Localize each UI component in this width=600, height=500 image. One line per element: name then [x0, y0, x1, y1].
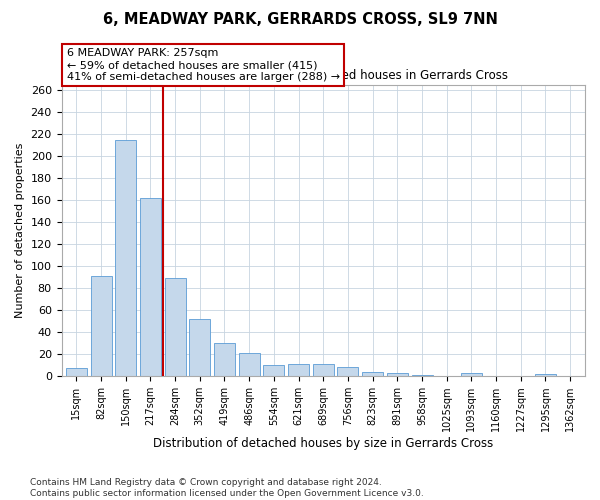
Bar [91, 276, 112, 376]
Y-axis label: Number of detached properties: Number of detached properties [15, 142, 25, 318]
Title: Size of property relative to detached houses in Gerrards Cross: Size of property relative to detached ho… [139, 69, 508, 82]
Bar [66, 368, 87, 376]
Bar [337, 368, 358, 376]
X-axis label: Distribution of detached houses by size in Gerrards Cross: Distribution of detached houses by size … [153, 437, 493, 450]
Bar [214, 343, 235, 376]
Bar [288, 364, 309, 376]
Bar [535, 374, 556, 376]
Text: Contains HM Land Registry data © Crown copyright and database right 2024.
Contai: Contains HM Land Registry data © Crown c… [30, 478, 424, 498]
Bar [239, 353, 260, 376]
Bar [140, 198, 161, 376]
Bar [115, 140, 136, 376]
Bar [412, 375, 433, 376]
Bar [164, 278, 185, 376]
Bar [313, 364, 334, 376]
Bar [263, 365, 284, 376]
Bar [190, 319, 210, 376]
Text: 6, MEADWAY PARK, GERRARDS CROSS, SL9 7NN: 6, MEADWAY PARK, GERRARDS CROSS, SL9 7NN [103, 12, 497, 28]
Text: 6 MEADWAY PARK: 257sqm
← 59% of detached houses are smaller (415)
41% of semi-de: 6 MEADWAY PARK: 257sqm ← 59% of detached… [67, 48, 340, 82]
Bar [461, 373, 482, 376]
Bar [362, 372, 383, 376]
Bar [387, 373, 408, 376]
